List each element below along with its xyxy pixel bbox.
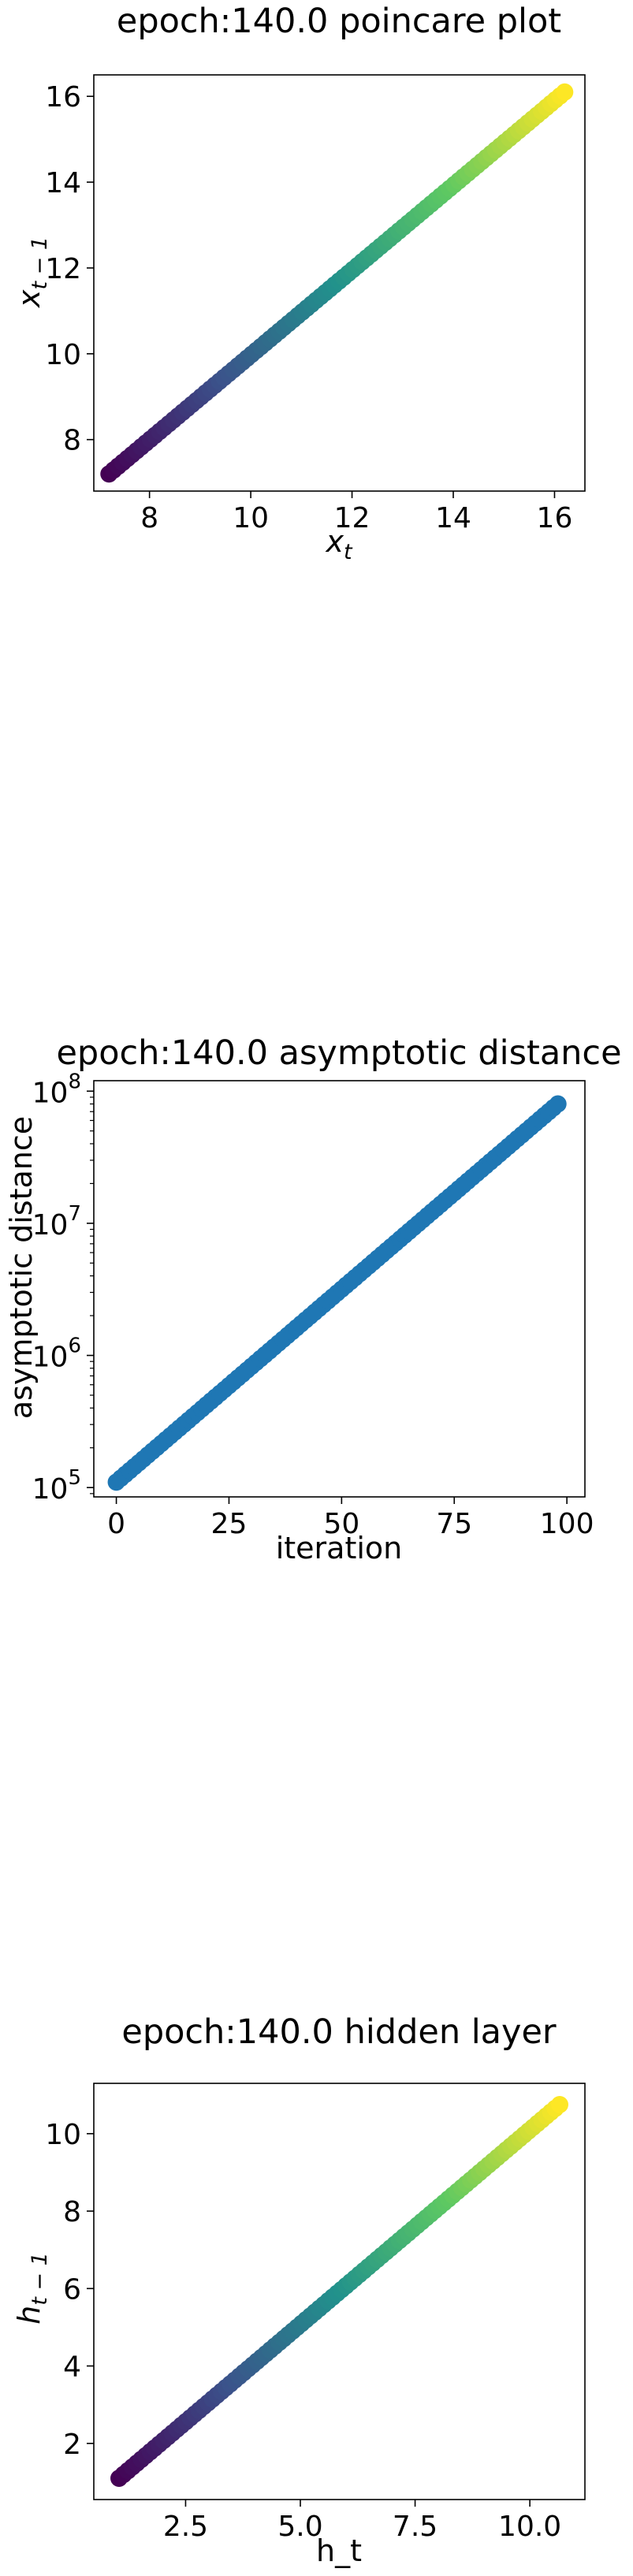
x-tick-label: 50 (323, 1508, 359, 1540)
data-point (549, 1095, 567, 1113)
y-tick-label: 16 (45, 81, 81, 114)
x-ticks: 8 10 12 14 16 (140, 491, 572, 534)
data-point (556, 83, 574, 101)
axes-frame (93, 74, 586, 492)
y-ticks: 2 4 6 8 10 (45, 2119, 94, 2461)
x-axis-label-subscript: t (344, 540, 353, 564)
x-tick-label: 7.5 (393, 2511, 438, 2543)
y-tick-label: 10 (45, 2119, 81, 2151)
y-axis-label-subscript: t − 1 (28, 2252, 52, 2306)
x-tick-label: 2.5 (163, 2511, 208, 2543)
y-tick-label: 6 (63, 2273, 81, 2306)
x-axis-label: h_t (316, 2533, 362, 2568)
y-axis-label-main: h (12, 2306, 47, 2325)
y-tick-label: 12 (45, 253, 81, 285)
x-tick-label: 16 (537, 502, 573, 534)
chart-title: epoch:140.0 hidden layer (121, 2012, 557, 2052)
chart-asymptotic-distance: epoch:140.0 asymptotic distance 0 25 50 75 1… (4, 1033, 622, 1565)
axes-frame (93, 2083, 586, 2500)
y-tick-label: 4 (63, 2351, 81, 2384)
y-axis-label: xt − 1 (12, 236, 52, 308)
y-tick-label: 8 (63, 2196, 81, 2228)
chart-title: epoch:140.0 poincare plot (117, 2, 561, 41)
x-tick-label: 14 (435, 502, 471, 534)
y-axis-label-subscript: t − 1 (28, 236, 52, 290)
x-tick-label: 12 (334, 502, 370, 534)
plot-area (100, 83, 574, 483)
y-axis-label: asymptotic distance (4, 1116, 39, 1419)
x-ticks: 2.5 5.0 7.5 10.0 (163, 2500, 561, 2543)
y-tick-label: 2 (63, 2429, 81, 2461)
x-tick-label: 75 (436, 1508, 472, 1540)
y-ticks: 8 10 12 14 16 (45, 81, 94, 457)
y-axis-label-main: x (12, 289, 47, 308)
x-tick-label: 10 (233, 502, 269, 534)
axes-frame (93, 1080, 586, 1498)
y-tick-label: 14 (45, 167, 81, 199)
x-tick-label: 10.0 (498, 2511, 561, 2543)
plot-area (107, 1095, 567, 1491)
y-ticks: 105 106 107 108 (32, 1070, 94, 1506)
x-tick-label: 0 (107, 1508, 125, 1540)
y-tick-label: 106 (32, 1335, 81, 1374)
y-tick-label: 108 (32, 1070, 81, 1109)
x-tick-label: 8 (140, 502, 158, 534)
x-tick-label: 25 (211, 1508, 248, 1540)
y-tick-label: 10 (45, 339, 81, 371)
x-axis-label: iteration (276, 1531, 403, 1565)
plot-area (110, 2096, 568, 2487)
y-tick-label: 8 (63, 425, 81, 457)
chart-poincare: epoch:140.0 poincare plot 8 10 12 14 16 8 10 1… (12, 2, 586, 564)
chart-title: epoch:140.0 asymptotic distance (56, 1033, 621, 1073)
x-tick-label: 5.0 (277, 2511, 322, 2543)
x-axis-label-main: x (325, 524, 344, 559)
x-tick-label: 100 (540, 1508, 594, 1540)
x-ticks: 0 25 50 75 100 (107, 1497, 594, 1540)
y-tick-label: 105 (32, 1466, 81, 1506)
y-axis-label: ht − 1 (12, 2252, 52, 2325)
chart-hidden-layer: epoch:140.0 hidden layer 2.5 5.0 7.5 10.0 2… (12, 2012, 586, 2568)
data-point (550, 2096, 568, 2114)
y-tick-label: 107 (32, 1202, 81, 1241)
x-axis-label: xt (325, 524, 353, 564)
